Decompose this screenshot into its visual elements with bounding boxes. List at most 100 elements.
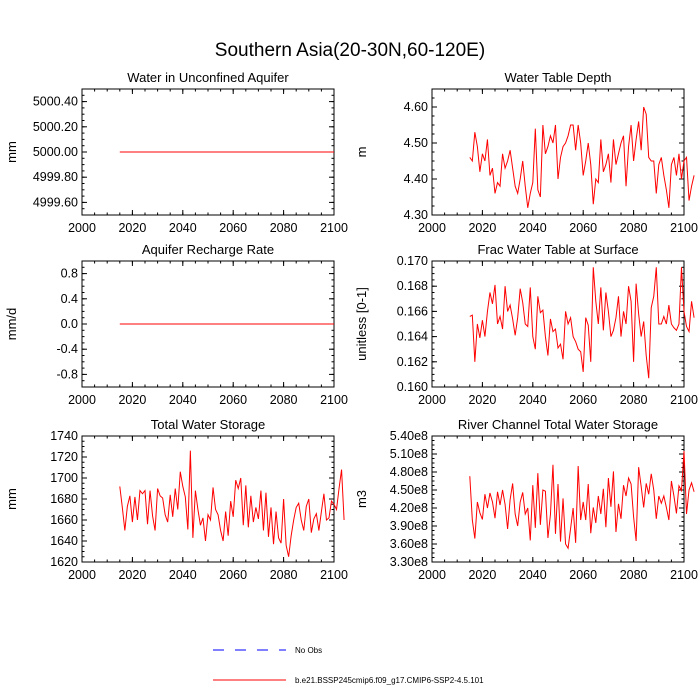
x-tick-label: 2000 — [418, 393, 446, 407]
x-tick-label: 2040 — [169, 568, 197, 582]
y-tick-label: 4999.80 — [33, 170, 78, 184]
x-tick-label: 2020 — [468, 568, 496, 582]
y-tick-label: 4.20e8 — [390, 501, 428, 515]
panel-title: Water in Unconfined Aquifer — [127, 70, 289, 85]
panel-title: Water Table Depth — [505, 70, 612, 85]
x-tick-label: 2100 — [670, 221, 698, 235]
y-tick-label: 4.60 — [404, 100, 428, 114]
x-tick-label: 2060 — [219, 221, 247, 235]
series-line — [469, 450, 695, 550]
x-tick-label: 2000 — [68, 393, 96, 407]
y-tick-label: 5000.00 — [33, 145, 78, 159]
figure-title: Southern Asia(20-30N,60-120E) — [215, 40, 485, 61]
x-tick-label: 2060 — [569, 568, 597, 582]
y-tick-label: 1700 — [50, 471, 78, 485]
x-tick-label: 2060 — [569, 393, 597, 407]
y-tick-label: 1660 — [50, 513, 78, 527]
chart-panel-2: Water Table Depth m 2000 2020 2040 2060 2080 21… — [354, 70, 698, 235]
y-tick-label: 1680 — [50, 492, 78, 506]
x-tick-label: 2040 — [519, 568, 547, 582]
y-tick-label: 4.50e8 — [390, 483, 428, 497]
chart-panel-3: Aquifer Recharge Rate mm/d 2000 2020 2040 206… — [4, 242, 348, 407]
x-tick-label: 2100 — [320, 221, 348, 235]
plot-frame — [81, 435, 335, 563]
y-tick-label: 0.8 — [61, 267, 78, 281]
y-tick-label: 1740 — [50, 429, 78, 443]
plot-frame — [431, 88, 685, 216]
chart-panel-5: Total Water Storage mm 2000 2020 2040 2060 208… — [4, 417, 348, 582]
x-tick-label: 2080 — [620, 568, 648, 582]
x-tick-label: 2100 — [670, 568, 698, 582]
y-axis-label: m3 — [354, 490, 369, 508]
panel-title: Frac Water Table at Surface — [477, 242, 638, 257]
x-tick-label: 2080 — [620, 393, 648, 407]
x-tick-label: 2080 — [270, 568, 298, 582]
x-tick-label: 2000 — [418, 568, 446, 582]
x-tick-label: 2000 — [68, 568, 96, 582]
series-line — [119, 450, 345, 557]
chart-panel-1: Water in Unconfined Aquifer mm 2000 2020 204… — [4, 70, 348, 235]
y-tick-label: -0.8 — [56, 367, 78, 381]
x-tick-label: 2020 — [468, 221, 496, 235]
y-tick-label: -0.4 — [56, 342, 78, 356]
x-tick-label: 2100 — [320, 393, 348, 407]
y-axis-label: m — [354, 147, 369, 158]
panel-title: River Channel Total Water Storage — [458, 417, 658, 432]
panel-title: Aquifer Recharge Rate — [142, 242, 274, 257]
y-axis-label: mm — [4, 488, 19, 510]
y-tick-label: 4.30 — [404, 208, 428, 222]
x-tick-label: 2060 — [219, 393, 247, 407]
y-axis-label: unitless [0-1] — [354, 287, 369, 361]
panel-title: Total Water Storage — [151, 417, 265, 432]
y-tick-label: 3.30e8 — [390, 555, 428, 569]
x-tick-label: 2020 — [118, 393, 146, 407]
x-tick-label: 2040 — [519, 393, 547, 407]
x-tick-label: 2060 — [219, 568, 247, 582]
x-tick-label: 2040 — [519, 221, 547, 235]
y-tick-label: 0.160 — [397, 380, 428, 394]
y-tick-label: 4.80e8 — [390, 465, 428, 479]
x-tick-label: 2000 — [418, 221, 446, 235]
x-tick-label: 2060 — [569, 221, 597, 235]
x-tick-label: 2020 — [118, 221, 146, 235]
y-tick-label: 4.40 — [404, 172, 428, 186]
x-tick-label: 2020 — [118, 568, 146, 582]
x-tick-label: 2080 — [270, 393, 298, 407]
y-tick-label: 5.40e8 — [390, 429, 428, 443]
series-line — [469, 267, 695, 379]
y-tick-label: 0.166 — [397, 304, 428, 318]
y-tick-label: 0.0 — [61, 317, 78, 331]
y-tick-label: 0.4 — [61, 292, 78, 306]
y-tick-label: 3.90e8 — [390, 519, 428, 533]
chart-panel-6: River Channel Total Water Storage m3 2000 2… — [354, 417, 698, 582]
y-tick-label: 0.162 — [397, 355, 428, 369]
y-tick-label: 0.168 — [397, 279, 428, 293]
y-tick-label: 1640 — [50, 534, 78, 548]
plot-frame — [431, 435, 685, 563]
y-tick-label: 3.60e8 — [390, 537, 428, 551]
x-tick-label: 2020 — [468, 393, 496, 407]
x-tick-label: 2080 — [620, 221, 648, 235]
y-tick-label: 1620 — [50, 555, 78, 569]
x-tick-label: 2080 — [270, 221, 298, 235]
y-tick-label: 0.164 — [397, 330, 428, 344]
x-tick-label: 2100 — [320, 568, 348, 582]
legend: No Obs b.e21.BSSP245cmip6.f09_g17.CMIP6-… — [213, 646, 484, 685]
y-tick-label: 5000.20 — [33, 120, 78, 134]
legend-model-label: b.e21.BSSP245cmip6.f09_g17.CMIP6-SSP2-4.… — [295, 676, 484, 685]
x-tick-label: 2100 — [670, 393, 698, 407]
y-axis-label: mm/d — [4, 308, 19, 341]
x-tick-label: 2040 — [169, 393, 197, 407]
panels-group: Water in Unconfined Aquifer mm 2000 2020 204… — [4, 70, 698, 582]
y-tick-label: 0.170 — [397, 254, 428, 268]
legend-obs-label: No Obs — [295, 646, 322, 655]
y-tick-label: 1720 — [50, 450, 78, 464]
y-tick-label: 5000.40 — [33, 95, 78, 109]
x-tick-label: 2040 — [169, 221, 197, 235]
x-tick-label: 2000 — [68, 221, 96, 235]
series-line — [469, 106, 695, 208]
y-axis-label: mm — [4, 141, 19, 163]
y-tick-label: 4.50 — [404, 136, 428, 150]
y-tick-label: 4999.60 — [33, 195, 78, 209]
